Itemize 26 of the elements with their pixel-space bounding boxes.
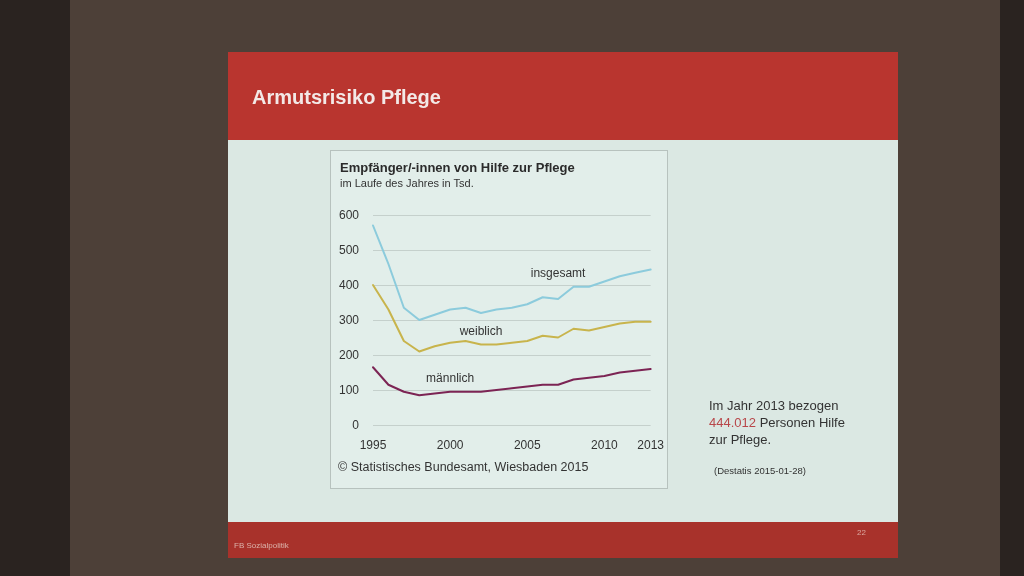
chart-subtitle: im Laufe des Jahres in Tsd. [340, 176, 474, 189]
line-series [372, 284, 652, 353]
line-series [372, 366, 652, 397]
y-tick-label: 300 [338, 313, 360, 327]
y-tick-label: 0 [352, 418, 360, 432]
x-tick-label: 1995 [359, 438, 387, 452]
series-label: insgesamt [530, 266, 587, 280]
text: (Destatis 2015-01-28) [714, 465, 806, 476]
text: Im Jahr 2013 bezogen 444.012 Personen Hilfe zur Pflege. [709, 398, 845, 447]
text: 22 [857, 528, 866, 537]
y-tick-label: 600 [338, 208, 360, 222]
y-tick-label: 500 [338, 243, 360, 257]
series-label: männlich [426, 370, 475, 385]
line-series [372, 224, 652, 321]
y-tick-label: 200 [338, 348, 360, 362]
x-tick-label: 2005 [513, 438, 541, 452]
x-tick-label: 2013 [637, 438, 665, 452]
text: © Statistisches Bundesamt, Wiesbaden 2015 [338, 460, 589, 474]
x-tick-label: 2000 [436, 438, 464, 452]
chart-title: Empfänger/-innen von Hilfe zur Pflege [340, 160, 575, 175]
series-label: weiblich [458, 323, 503, 338]
x-tick-label: 2010 [591, 438, 619, 452]
text: FB Sozialpolitik [234, 541, 289, 550]
y-tick-label: 100 [338, 383, 360, 397]
text: Armutsrisiko Pflege [252, 86, 441, 109]
y-tick-label: 400 [338, 278, 360, 292]
